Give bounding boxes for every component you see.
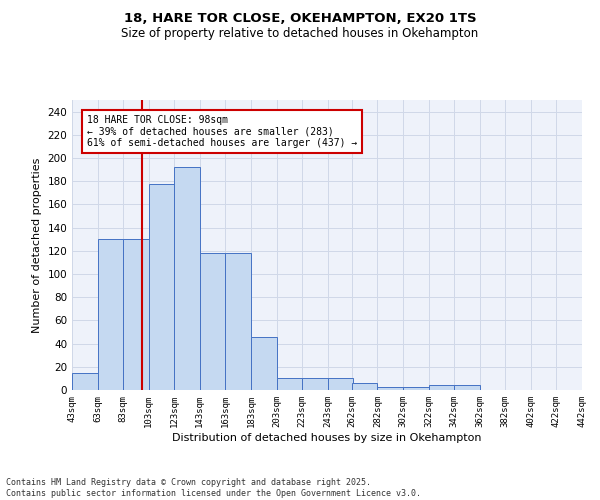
Bar: [226, 253, 251, 390]
Bar: [149, 184, 174, 390]
X-axis label: Distribution of detached houses by size in Okehampton: Distribution of detached houses by size …: [172, 432, 482, 442]
Bar: [174, 168, 200, 390]
Text: Contains HM Land Registry data © Crown copyright and database right 2025.
Contai: Contains HM Land Registry data © Crown c…: [6, 478, 421, 498]
Bar: [72, 372, 98, 390]
Text: 18, HARE TOR CLOSE, OKEHAMPTON, EX20 1TS: 18, HARE TOR CLOSE, OKEHAMPTON, EX20 1TS: [124, 12, 476, 26]
Y-axis label: Number of detached properties: Number of detached properties: [32, 158, 42, 332]
Text: Size of property relative to detached houses in Okehampton: Size of property relative to detached ho…: [121, 28, 479, 40]
Bar: [352, 383, 377, 390]
Text: 18 HARE TOR CLOSE: 98sqm
← 39% of detached houses are smaller (283)
61% of semi-: 18 HARE TOR CLOSE: 98sqm ← 39% of detach…: [88, 115, 358, 148]
Bar: [200, 253, 226, 390]
Bar: [277, 378, 302, 390]
Bar: [98, 239, 123, 390]
Bar: [454, 386, 480, 390]
Bar: [328, 378, 353, 390]
Bar: [377, 386, 403, 390]
Bar: [123, 239, 149, 390]
Bar: [428, 386, 454, 390]
Bar: [251, 336, 277, 390]
Bar: [302, 378, 328, 390]
Bar: [403, 386, 428, 390]
